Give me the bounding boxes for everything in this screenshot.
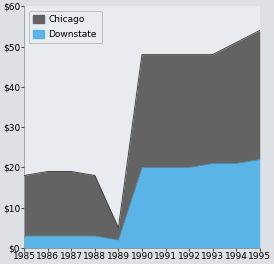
Legend: Chicago, Downstate: Chicago, Downstate [29, 11, 102, 44]
